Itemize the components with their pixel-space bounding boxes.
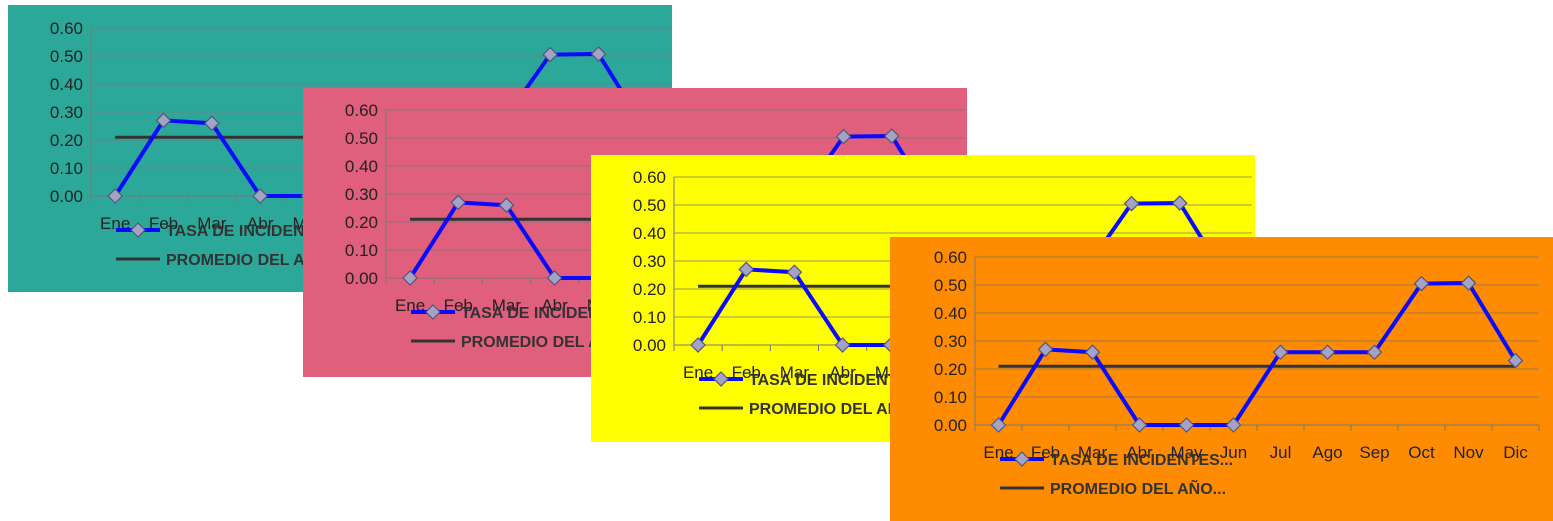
y-tick-label: 0.50 xyxy=(934,276,967,295)
x-tick-label: Abr xyxy=(829,363,856,382)
x-tick-label: Oct xyxy=(1408,443,1435,462)
y-tick-label: 0.40 xyxy=(633,224,666,243)
data-point-marker xyxy=(1460,275,1477,291)
x-tick-label: Jul xyxy=(1270,443,1292,462)
y-tick-label: 0.60 xyxy=(50,19,83,38)
legend-swatch-marker xyxy=(713,371,729,387)
x-tick-label: Abr xyxy=(541,296,568,315)
legend-label-promedio: PROMEDIO DEL AÑO... xyxy=(166,249,342,269)
data-point-marker xyxy=(546,270,563,286)
data-point-marker xyxy=(498,197,515,214)
data-point-marker xyxy=(1178,417,1195,433)
x-tick-label: Mar xyxy=(1078,443,1108,462)
y-tick-label: 0.30 xyxy=(934,332,967,351)
y-tick-label: 0.50 xyxy=(345,129,378,148)
y-tick-label: 0.10 xyxy=(934,388,967,407)
y-tick-label: 0.50 xyxy=(633,196,666,215)
data-point-marker xyxy=(450,194,467,211)
y-tick-label: 0.20 xyxy=(633,280,666,299)
legend-label-promedio: PROMEDIO DEL AÑO... xyxy=(749,398,925,418)
data-point-marker xyxy=(1131,417,1148,433)
y-tick-label: 0.40 xyxy=(50,75,83,94)
y-tick-label: 0.30 xyxy=(345,185,378,204)
y-tick-label: 0.40 xyxy=(934,304,967,323)
y-tick-label: 0.00 xyxy=(633,336,666,355)
chart-panel-orange: 0.00 0.10 0.20 0.30 0.40 0.50 0.60 Ene Feb Mar Abr… xyxy=(890,237,1553,521)
y-tick-label: 0.10 xyxy=(633,308,666,327)
x-tick-label: Mar xyxy=(492,296,522,315)
data-point-marker xyxy=(1507,352,1524,369)
x-tick-label: Nov xyxy=(1453,443,1484,462)
y-tick-label: 0.30 xyxy=(633,252,666,271)
data-point-marker xyxy=(738,261,755,278)
data-point-marker xyxy=(1225,417,1242,433)
data-point-marker xyxy=(1084,344,1101,361)
y-tick-label: 0.00 xyxy=(345,269,378,288)
x-tick-label: Jun xyxy=(1220,443,1247,462)
legend-label-promedio: PROMEDIO DEL AÑO... xyxy=(1050,478,1226,498)
data-point-marker xyxy=(542,46,559,63)
data-point-marker xyxy=(1413,275,1430,292)
y-tick-label: 0.00 xyxy=(934,416,967,435)
chart-background xyxy=(890,237,1553,521)
legend-label-tasa: TASA DE INCIDENTES... xyxy=(1050,452,1233,469)
y-tick-label: 0.30 xyxy=(50,103,83,122)
data-point-marker xyxy=(402,270,418,286)
x-tick-label: Ago xyxy=(1312,443,1342,462)
y-tick-label: 0.60 xyxy=(934,248,967,267)
data-point-marker xyxy=(835,128,852,145)
y-tick-label: 0.50 xyxy=(50,47,83,66)
x-tick-label: Mar xyxy=(197,214,227,233)
legend-swatch-marker xyxy=(130,222,146,238)
y-tick-label: 0.40 xyxy=(345,157,378,176)
y-tick-label: 0.20 xyxy=(50,131,83,150)
y-tick-label: 0.20 xyxy=(345,213,378,232)
data-point-marker xyxy=(1037,341,1054,358)
legend-label-tasa: TASA DE INCIDENTES... xyxy=(749,372,932,389)
x-tick-label: May xyxy=(1170,443,1203,462)
data-point-marker xyxy=(690,337,706,353)
data-point-marker xyxy=(1366,344,1383,361)
data-point-marker xyxy=(1272,344,1289,361)
y-tick-label: 0.00 xyxy=(50,187,83,206)
series-line-tasa xyxy=(996,281,1518,427)
x-tick-label: Dic xyxy=(1503,443,1528,462)
y-tick-label: 0.60 xyxy=(633,168,666,187)
data-point-marker xyxy=(252,188,269,204)
data-point-marker xyxy=(786,264,803,281)
data-point-marker xyxy=(1123,195,1140,212)
x-tick-label: Sep xyxy=(1359,443,1389,462)
data-point-marker xyxy=(1319,344,1336,361)
y-tick-label: 0.10 xyxy=(345,241,378,260)
x-tick-label: Abr xyxy=(247,214,274,233)
data-point-marker xyxy=(1171,195,1188,211)
data-point-marker xyxy=(834,337,851,353)
data-point-marker xyxy=(203,115,220,132)
data-point-marker xyxy=(155,112,172,129)
legend-swatch-marker xyxy=(1014,451,1030,467)
y-tick-label: 0.10 xyxy=(50,159,83,178)
legend-swatch-marker xyxy=(425,304,441,320)
data-point-marker xyxy=(990,417,1007,433)
data-point-marker xyxy=(107,188,124,204)
y-tick-label: 0.60 xyxy=(345,101,378,120)
data-point-marker xyxy=(883,128,900,144)
x-tick-label: Mar xyxy=(780,363,810,382)
data-point-marker xyxy=(590,46,607,62)
y-tick-label: 0.20 xyxy=(934,360,967,379)
x-tick-label: Abr xyxy=(1126,443,1153,462)
